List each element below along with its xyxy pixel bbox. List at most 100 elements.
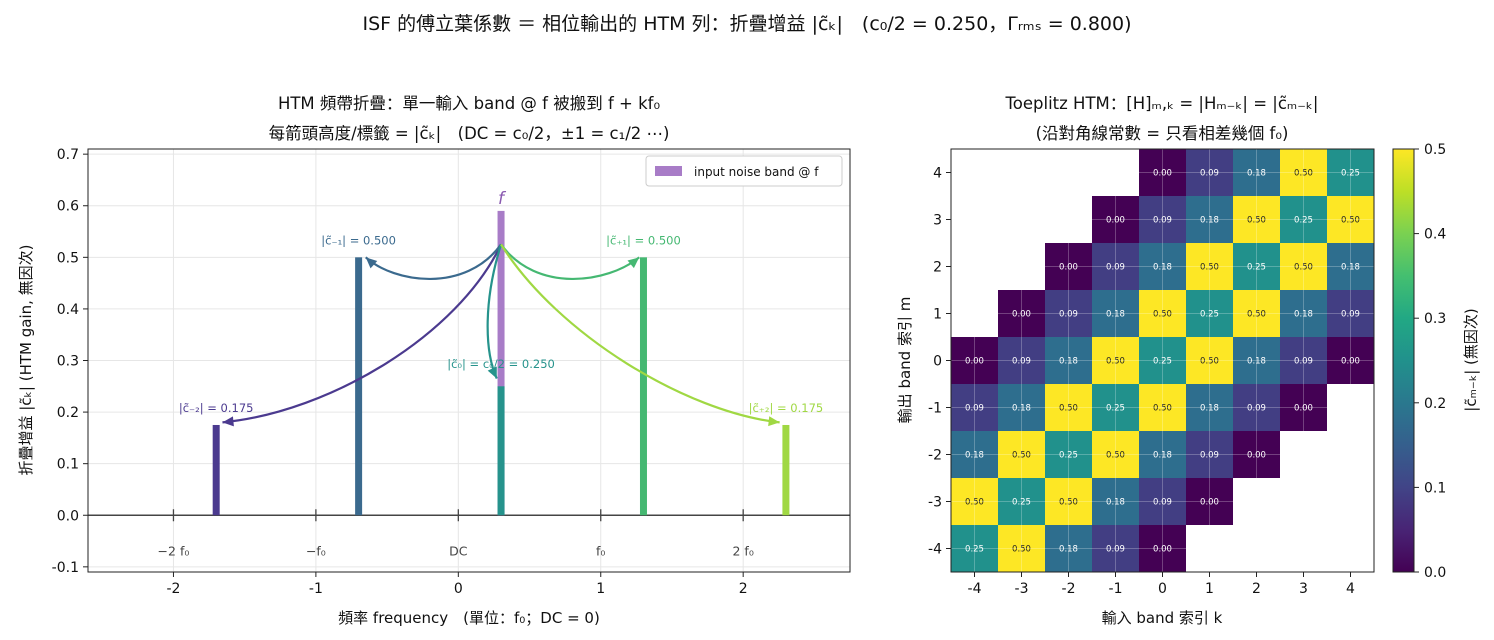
heatmap-cell-value: 0.09 (965, 404, 984, 414)
heatmap-cell-value: 0.50 (1247, 310, 1266, 320)
heatmap-cell-value: 0.50 (1294, 169, 1313, 179)
heatmap-x-tick-label: 3 (1299, 581, 1308, 597)
heatmap-cell-value: 0.18 (965, 451, 984, 461)
heatmap-cell-value: 0.25 (1294, 216, 1313, 226)
heatmap-cell (1092, 478, 1139, 525)
left-y-tick-label: 0.7 (57, 147, 79, 163)
left-x-tick-label: 2 (739, 581, 748, 597)
left-x-axis-label: 頻率 frequency (單位：f₀；DC = 0) (338, 609, 600, 627)
heatmap-cells: 0.00 0.09 0.18 0.50 0.25 0.00 0.09 0.18 0.50 0.25… (951, 149, 1374, 572)
heatmap-cell-value: 0.09 (1153, 498, 1172, 508)
heatmap-x-tick-label: -3 (1015, 581, 1029, 597)
heatmap-cell (998, 337, 1045, 384)
heatmap-x-tick-label: 1 (1205, 581, 1214, 597)
colorbar (1392, 148, 1415, 573)
input-band-label: f (498, 189, 507, 209)
harmonic-marker-label: DC (449, 543, 468, 558)
heatmap-cell (951, 384, 998, 431)
heatmap-cell-value: 0.00 (1153, 545, 1172, 555)
heatmap-cell (1139, 431, 1186, 478)
heatmap-cell (1186, 478, 1233, 525)
heatmap-cell (1327, 290, 1374, 337)
legend-entry: input noise band @ f (694, 165, 819, 179)
heatmap-cell-value: 0.09 (1200, 451, 1219, 461)
heatmap-cell (1092, 290, 1139, 337)
left-y-tick-label: 0.0 (57, 508, 79, 524)
heatmap-cell-value: 0.50 (1200, 357, 1219, 367)
heatmap-cell (1186, 337, 1233, 384)
heatmap-cell-value: 0.09 (1294, 357, 1313, 367)
left-x-tick-label: -2 (166, 581, 180, 597)
colorbar-tick-label: 0.5 (1424, 142, 1446, 158)
heatmap-cell-value: 0.50 (1341, 216, 1360, 226)
heatmap-cell-value: 0.25 (1153, 357, 1172, 367)
left-plot-area: −2 f₀ −f₀ DC f₀ 2 f₀ f |c̃₋₂| = 0.175 |c̃₋₁| = … (88, 189, 850, 558)
colorbar-label: |c̃ₘ₋ₖ| (無因次) (1462, 308, 1480, 411)
heatmap-cell (998, 384, 1045, 431)
heatmap-cell (1233, 337, 1280, 384)
heatmap-cell (1233, 290, 1280, 337)
heatmap-cell (1186, 384, 1233, 431)
bar-value-label-k1: |c̃₊₁| = 0.500 (606, 233, 681, 247)
heatmap-cell (1045, 431, 1092, 478)
heatmap-cell (998, 431, 1045, 478)
heatmap-cell (1280, 149, 1327, 196)
heatmap-cell (1092, 384, 1139, 431)
heatmap-cell (1045, 384, 1092, 431)
heatmap-x-tick-label: -1 (1109, 581, 1123, 597)
left-axes-frame (87, 148, 851, 573)
heatmap-cell (998, 525, 1045, 572)
heatmap-cell-value: 0.50 (1059, 498, 1078, 508)
heatmap-cell (1280, 337, 1327, 384)
heatmap-cell (1045, 337, 1092, 384)
heatmap-cell-value: 0.09 (1341, 310, 1360, 320)
heatmap-cell-value: 0.25 (965, 545, 984, 555)
heatmap-cell-value: 0.18 (1106, 498, 1125, 508)
heatmap-cell-value: 0.18 (1059, 357, 1078, 367)
heatmap-x-axis-label: 輸入 band 索引 k (1102, 609, 1223, 627)
harmonic-marker-label: −f₀ (306, 543, 326, 558)
fold-arrow-k1 (500, 243, 640, 281)
colorbar-tick-label: 0.2 (1424, 396, 1446, 412)
left-y-tick-label: 0.5 (57, 250, 79, 266)
heatmap-cell (1186, 243, 1233, 290)
heatmap-cell (1092, 337, 1139, 384)
legend-frame (645, 155, 843, 187)
heatmap-cell (1280, 384, 1327, 431)
heatmap-cell-value: 0.00 (1200, 498, 1219, 508)
folded-bar-k0 (497, 386, 505, 516)
folded-bar-k-2 (212, 424, 220, 516)
heatmap-cell-value: 0.50 (1294, 263, 1313, 273)
heatmap-cell (1233, 431, 1280, 478)
heatmap-cell (951, 525, 998, 572)
heatmap-cell (1139, 290, 1186, 337)
heatmap-cell (1045, 525, 1092, 572)
heatmap-cell (1045, 478, 1092, 525)
heatmap-x-tick-label: 0 (1158, 581, 1167, 597)
heatmap-cell (998, 290, 1045, 337)
heatmap-cell-value: 0.25 (1106, 404, 1125, 414)
heatmap-cell-value: 0.00 (1012, 310, 1031, 320)
legend: input noise band @ f (645, 155, 843, 187)
heatmap-cell-value: 0.50 (1153, 310, 1172, 320)
bar-value-label-k-1: |c̃₋₁| = 0.500 (321, 233, 396, 247)
heatmap-cell (1233, 196, 1280, 243)
heatmap-x-tick-label: -2 (1062, 581, 1076, 597)
heatmap-cell-value: 0.18 (1200, 404, 1219, 414)
heatmap-cell (951, 478, 998, 525)
left-x-tick-label: 0 (454, 581, 463, 597)
legend-swatch (655, 166, 682, 176)
heatmap-cell-value: 0.00 (1153, 169, 1172, 179)
heatmap-y-tick-label: -4 (928, 542, 942, 558)
left-axis-ticks: -2 -1 0 1 2 -0.1 0.0 0.1 0.2 0.3 0.4 0.5 0.6 0.7 (52, 147, 748, 597)
heatmap-cell (1233, 384, 1280, 431)
heatmap-y-tick-label: -2 (928, 448, 942, 464)
heatmap-cell-value: 0.18 (1059, 545, 1078, 555)
heatmap-cell (1139, 243, 1186, 290)
heatmap-cell-value: 0.18 (1247, 357, 1266, 367)
heatmap-cell-value: 0.50 (1059, 404, 1078, 414)
heatmap-frame (950, 148, 1375, 573)
fold-arrow-k-2 (222, 243, 503, 424)
folded-bar-k-1 (355, 257, 363, 516)
